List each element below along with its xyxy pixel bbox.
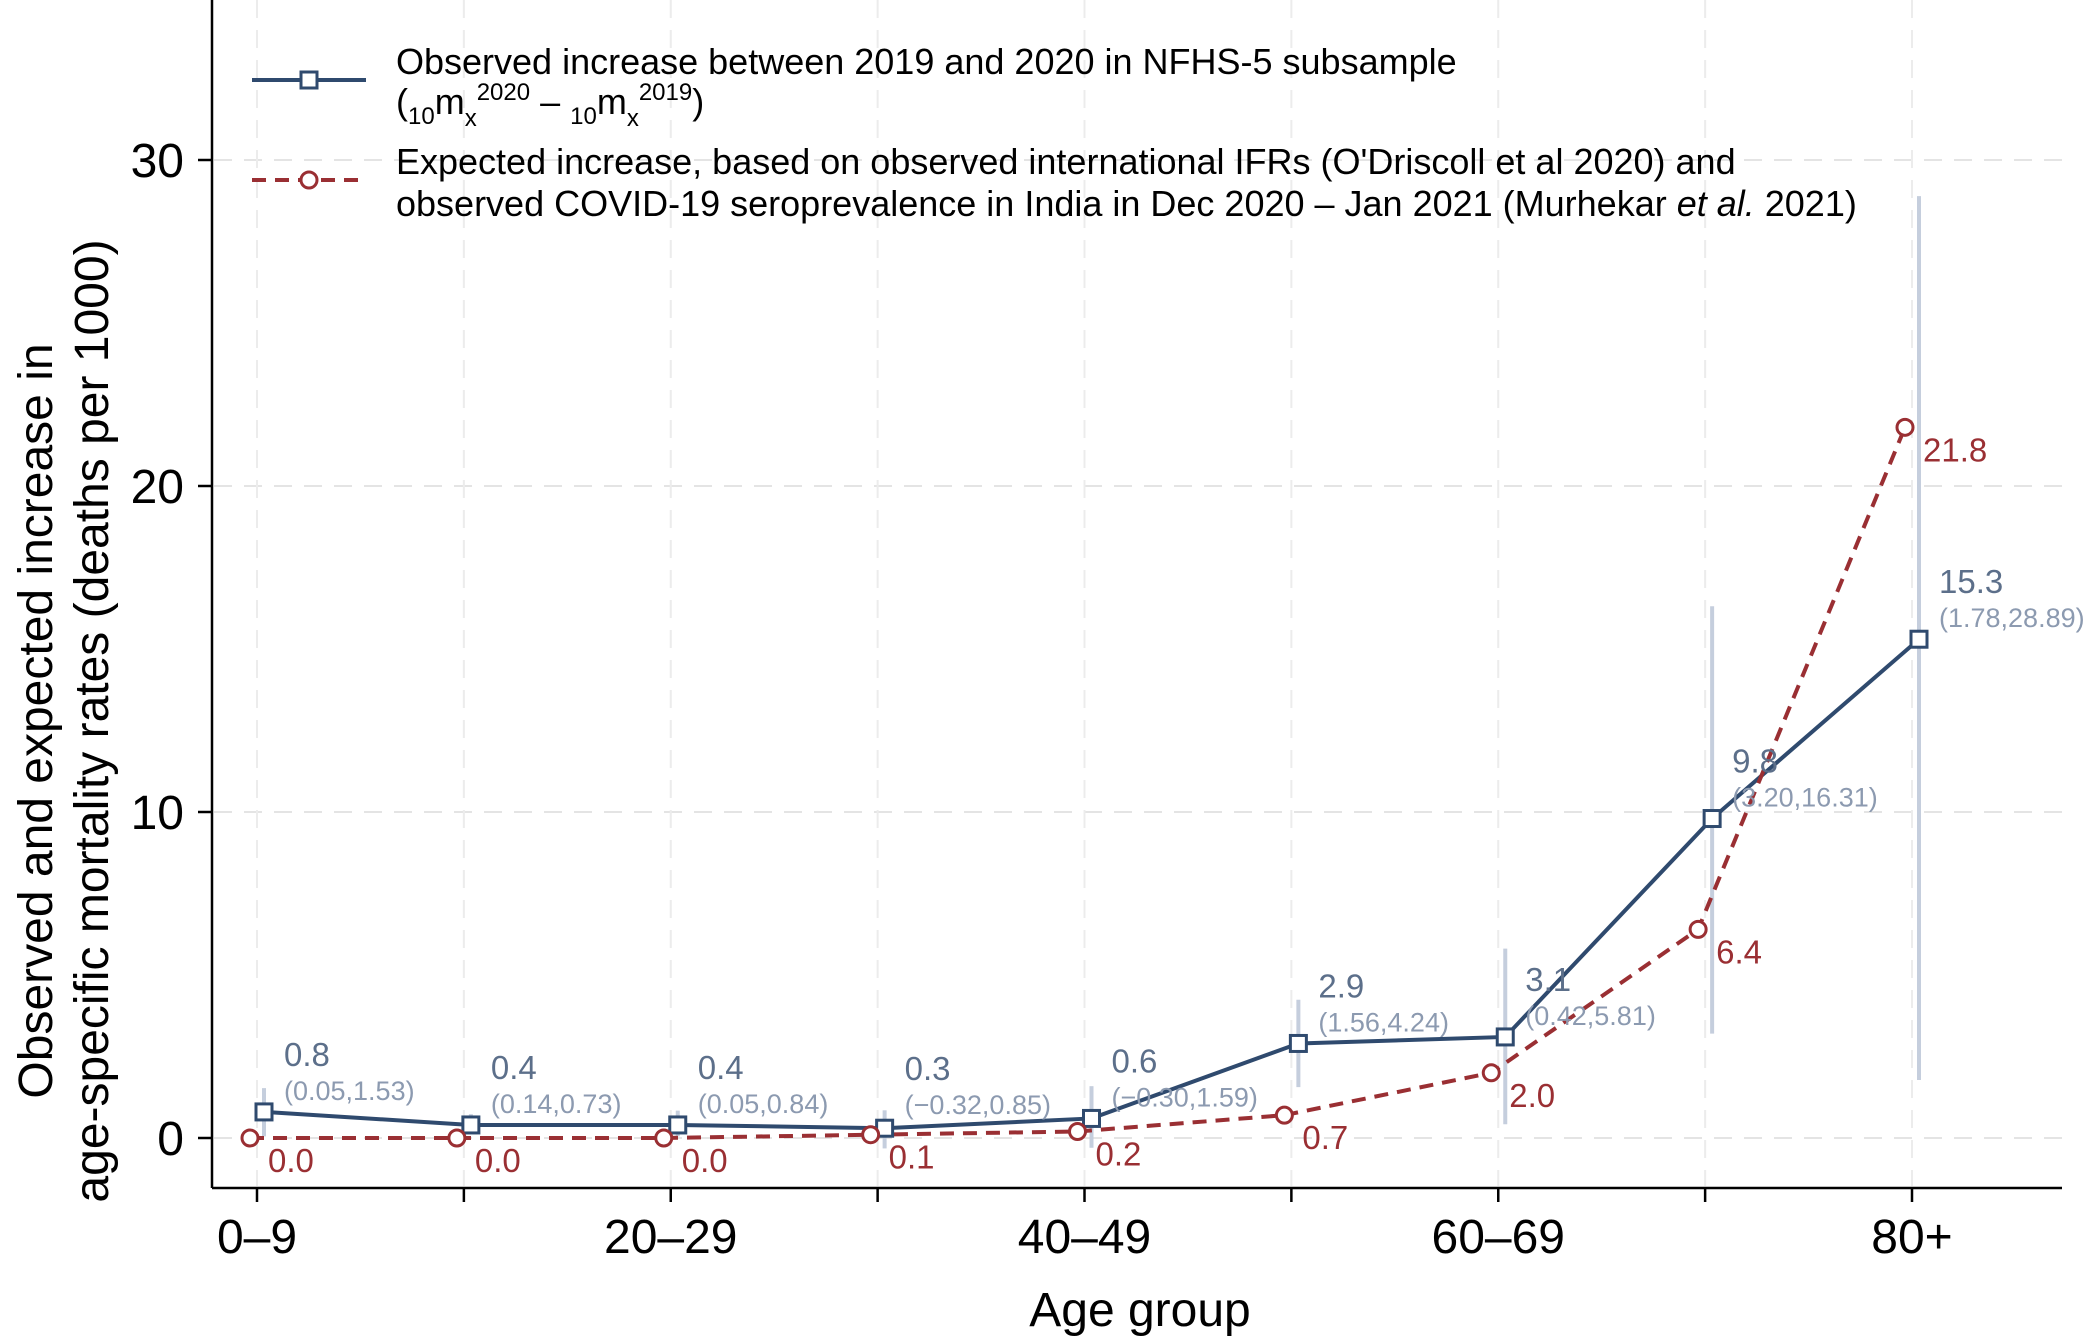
- ci-label-observed: (1.78,28.89): [1939, 603, 2085, 633]
- data-label-expected: 0.7: [1302, 1119, 1348, 1156]
- legend: Observed increase between 2019 and 2020 …: [252, 41, 1857, 224]
- series-markers: [240, 417, 1929, 1148]
- ci-label-observed: (−0.32,0.85): [905, 1090, 1051, 1120]
- marker-observed: [1495, 1027, 1515, 1047]
- data-label-observed: 0.4: [491, 1049, 537, 1086]
- data-label-expected: 0.1: [889, 1139, 935, 1176]
- data-label-expected: 21.8: [1923, 431, 1987, 468]
- x-ticks: 0–9 20–29 40–49 60–69 80+: [217, 1188, 1953, 1264]
- ci-label-observed: (0.05,0.84): [698, 1089, 829, 1119]
- x-tick-label: 40–49: [1018, 1211, 1151, 1264]
- marker-observed: [1082, 1108, 1101, 1128]
- marker-expected: [240, 1128, 260, 1148]
- marker-observed: [1288, 1033, 1308, 1053]
- y-ticks: 0 10 20 30: [131, 135, 212, 1166]
- marker-expected: [1688, 919, 1708, 939]
- legend-label-expected-line-1: Expected increase, based on observed int…: [396, 141, 1736, 182]
- data-label-observed: 0.3: [905, 1050, 951, 1087]
- legend-key-observed: [252, 70, 366, 90]
- marker-expected: [447, 1128, 467, 1148]
- x-axis-title: Age group: [1029, 1284, 1251, 1337]
- y-axis-title-line-2: age-specific mortality rates (deaths per…: [66, 239, 119, 1202]
- legend-key-expected: [252, 170, 366, 190]
- y-tick-label: 10: [131, 787, 184, 840]
- ci-label-observed: (1.56,4.24): [1318, 1007, 1449, 1037]
- legend-label-observed: Observed increase between 2019 and 2020 …: [396, 41, 1457, 82]
- data-labels: 0.8(0.05,1.53)0.4(0.14,0.73)0.4(0.05,0.8…: [268, 431, 2085, 1179]
- ci-label-observed: (0.05,1.53): [284, 1076, 415, 1106]
- marker-observed: [461, 1115, 481, 1135]
- data-label-observed: 3.1: [1525, 961, 1571, 998]
- data-label-expected: 0.0: [268, 1142, 314, 1179]
- data-label-expected: 2.0: [1509, 1077, 1555, 1114]
- x-tick-label: 20–29: [604, 1211, 737, 1264]
- legend-formula-observed: (10mx2020 – 10mx2019): [396, 79, 704, 132]
- series-line-expected: [250, 426, 1907, 1140]
- marker-observed: [668, 1115, 688, 1135]
- data-label-observed: 2.9: [1318, 967, 1364, 1004]
- marker-observed: [1909, 629, 1929, 649]
- data-label-observed: 0.4: [698, 1049, 744, 1086]
- x-tick-label: 0–9: [217, 1211, 297, 1264]
- x-tick-label: 80+: [1871, 1211, 1952, 1264]
- marker-expected: [1068, 1121, 1087, 1141]
- y-tick-label: 30: [131, 135, 184, 188]
- y-axis-title-line-1: Observed and expected increase in: [10, 343, 63, 1098]
- y-tick-label: 0: [157, 1113, 184, 1166]
- data-label-observed: 0.6: [1112, 1042, 1158, 1079]
- data-label-observed: 9.8: [1732, 743, 1778, 780]
- marker-observed: [1702, 809, 1722, 829]
- x-tick-label: 60–69: [1432, 1211, 1565, 1264]
- marker-expected: [861, 1125, 881, 1145]
- marker-observed: [254, 1102, 274, 1122]
- data-label-expected: 6.4: [1716, 933, 1762, 970]
- grid: [214, 0, 2062, 1186]
- legend-label-expected-line-2: observed COVID-19 seroprevalence in Indi…: [396, 183, 1857, 224]
- y-tick-label: 20: [131, 461, 184, 514]
- marker-expected: [1481, 1063, 1501, 1083]
- data-label-expected: 0.0: [475, 1142, 521, 1179]
- ci-label-observed: (−0.30,1.59): [1112, 1082, 1258, 1112]
- marker-expected: [1895, 417, 1915, 437]
- confidence-intervals: [262, 196, 1921, 1149]
- ci-label-observed: (0.42,5.81): [1525, 1001, 1656, 1031]
- marker-expected: [1274, 1105, 1294, 1125]
- ci-label-observed: (3.20,16.31): [1732, 783, 1878, 813]
- ci-label-observed: (0.14,0.73): [491, 1089, 622, 1119]
- data-label-expected: 0.0: [682, 1142, 728, 1179]
- axes: [210, 0, 2062, 1190]
- y-axis-title: Observed and expected increase in age-sp…: [10, 239, 119, 1202]
- marker-expected: [654, 1128, 674, 1148]
- data-label-observed: 0.8: [284, 1036, 330, 1073]
- data-label-expected: 0.2: [1096, 1135, 1142, 1172]
- data-label-observed: 15.3: [1939, 563, 2003, 600]
